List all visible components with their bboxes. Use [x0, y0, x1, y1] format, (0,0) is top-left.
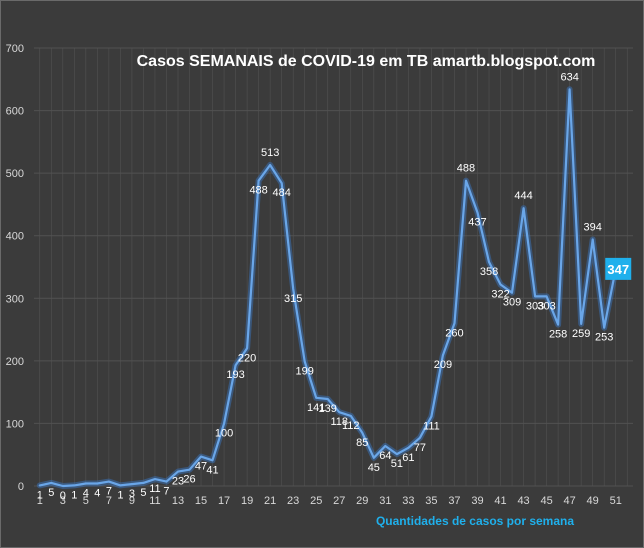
data-label: 437 [468, 217, 486, 229]
x-tick-label: 9 [129, 495, 135, 507]
data-label: 111 [423, 421, 440, 433]
data-label: 260 [445, 327, 463, 339]
data-label: 112 [342, 420, 360, 432]
data-label: 193 [226, 369, 244, 381]
data-label: 253 [595, 332, 613, 344]
x-tick-label: 15 [195, 495, 207, 507]
y-tick-label: 400 [6, 231, 24, 243]
data-label: 3 [129, 488, 135, 500]
x-tick-label: 5 [83, 495, 89, 507]
y-tick-label: 500 [6, 168, 24, 180]
data-label: 141 [307, 402, 325, 414]
data-label: 1 [37, 489, 43, 501]
data-label: 77 [414, 442, 426, 454]
data-label: 23 [172, 476, 184, 488]
y-tick-label: 700 [6, 43, 24, 55]
data-label: 47 [195, 461, 207, 473]
data-label: 7 [106, 486, 112, 498]
data-label: 7 [163, 486, 169, 498]
x-tick-label: 37 [448, 495, 460, 507]
data-label: 139 [319, 403, 337, 415]
data-label: 358 [480, 266, 498, 278]
data-label: 11 [149, 483, 160, 495]
data-label: 484 [272, 187, 290, 199]
last-value-badge [605, 257, 632, 280]
y-tick-label: 100 [6, 418, 24, 430]
data-label: 488 [249, 185, 267, 197]
data-label: 513 [261, 147, 279, 159]
y-tick-label: 0 [18, 481, 24, 493]
data-label: 41 [206, 464, 218, 476]
x-tick-label: 31 [379, 495, 391, 507]
x-axis-label: Quantidades de casos por semana [376, 514, 574, 528]
data-label: 322 [491, 289, 509, 301]
x-tick-label: 35 [425, 495, 437, 507]
x-tick-label: 39 [471, 495, 483, 507]
data-label: 4 [83, 487, 89, 499]
x-tick-label: 13 [172, 495, 184, 507]
data-label: 488 [457, 163, 475, 175]
data-label: 309 [503, 297, 521, 309]
data-label: 315 [284, 293, 302, 305]
data-label: 220 [238, 352, 256, 364]
x-tick-label: 1 [37, 495, 43, 507]
x-tick-label: 49 [587, 495, 599, 507]
data-label: 303 [537, 300, 555, 312]
x-tick-label: 33 [402, 495, 414, 507]
data-label: 303 [526, 300, 544, 312]
data-label: 5 [140, 487, 146, 499]
x-tick-label: 21 [264, 495, 276, 507]
data-label: 394 [584, 221, 602, 233]
x-tick-label: 23 [287, 495, 299, 507]
last-value-label: 347 [607, 262, 629, 277]
data-label: 634 [560, 71, 578, 83]
data-label: 45 [368, 462, 380, 474]
data-label: 5 [48, 487, 54, 499]
x-tick-label: 11 [149, 495, 160, 507]
x-tick-label: 47 [564, 495, 576, 507]
y-tick-label: 600 [6, 106, 24, 118]
x-tick-label: 7 [106, 495, 112, 507]
x-tick-label: 41 [494, 495, 506, 507]
data-label: 444 [514, 190, 532, 202]
data-label: 61 [402, 452, 414, 464]
x-tick-label: 3 [60, 495, 66, 507]
chart-title: Casos SEMANAIS de COVID-19 em TB amartb.… [137, 53, 596, 70]
x-tick-label: 29 [356, 495, 368, 507]
data-label: 1 [117, 489, 123, 501]
data-label: 4 [94, 487, 100, 499]
data-label: 1 [71, 489, 77, 501]
data-label: 100 [215, 427, 233, 439]
data-label: 259 [572, 328, 590, 340]
data-label: 0 [60, 490, 66, 502]
data-label: 85 [356, 437, 368, 449]
data-label: 199 [296, 365, 314, 377]
x-tick-label: 45 [540, 495, 552, 507]
x-tick-label: 27 [333, 495, 345, 507]
data-label: 26 [183, 474, 195, 486]
y-tick-label: 200 [6, 356, 24, 368]
data-label: 64 [379, 450, 391, 462]
data-label: 51 [391, 458, 403, 470]
data-label: 258 [549, 329, 567, 341]
series-line [38, 88, 629, 488]
x-tick-label: 19 [241, 495, 253, 507]
x-tick-label: 43 [517, 495, 529, 507]
data-label: 118 [330, 416, 348, 428]
x-tick-label: 25 [310, 495, 322, 507]
y-tick-label: 300 [6, 293, 24, 305]
x-tick-label: 51 [610, 495, 622, 507]
data-label: 209 [434, 359, 452, 371]
x-tick-label: 17 [218, 495, 230, 507]
